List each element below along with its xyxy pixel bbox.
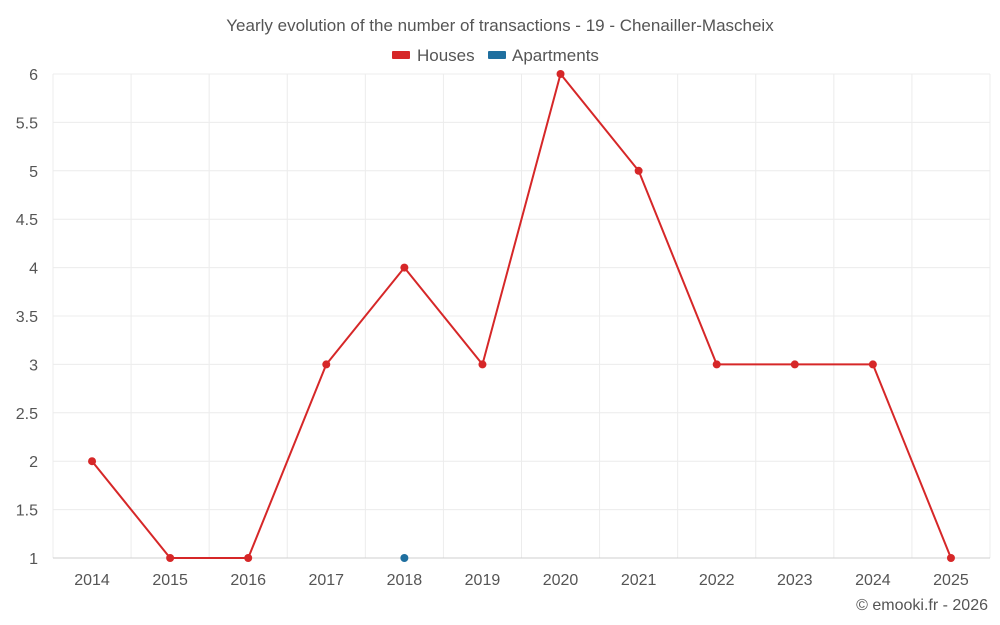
y-tick-label: 3.5: [16, 309, 38, 326]
y-axis-ticks: 1 1.5 2 2.5 3 3.5 4 4.5 5 5.5 6: [16, 67, 38, 568]
chart-title: Yearly evolution of the number of transa…: [226, 16, 774, 35]
x-tick-label: 2023: [777, 572, 813, 589]
y-tick-label: 4.5: [16, 212, 38, 229]
y-tick-label: 5.5: [16, 115, 38, 132]
data-point-houses-2024[interactable]: [868, 360, 877, 369]
x-tick-label: 2018: [387, 572, 423, 589]
data-point-houses-2014[interactable]: [88, 457, 97, 466]
x-tick-label: 2022: [699, 572, 735, 589]
x-tick-label: 2020: [543, 572, 579, 589]
data-point-houses-2023[interactable]: [790, 360, 799, 369]
legend: Houses Apartments: [392, 46, 599, 65]
legend-swatch-houses: [392, 51, 410, 59]
x-gridlines: [52, 74, 991, 558]
data-point-houses-2017[interactable]: [322, 360, 331, 369]
data-point-houses-2020[interactable]: [556, 70, 565, 78]
x-axis-ticks: 2014 2015 2016 2017 2018 2019 2020 2021 2022 2023…: [74, 572, 969, 589]
legend-item-apartments[interactable]: Apartments: [488, 46, 599, 65]
x-tick-label: 2015: [152, 572, 188, 589]
y-tick-label: 1.5: [16, 503, 38, 520]
data-point-houses-2015[interactable]: [166, 554, 175, 562]
x-tick-label: 2014: [74, 572, 110, 589]
x-tick-label: 2025: [933, 572, 969, 589]
y-tick-label: 1: [29, 551, 38, 568]
legend-item-houses[interactable]: Houses: [392, 46, 475, 65]
y-tick-label: 3: [29, 357, 38, 374]
data-point-houses-2021[interactable]: [634, 166, 643, 175]
legend-swatch-apartments: [488, 51, 506, 59]
data-point-houses-2016[interactable]: [244, 554, 253, 562]
x-tick-label: 2017: [308, 572, 344, 589]
x-tick-label: 2021: [621, 572, 657, 589]
y-tick-label: 6: [29, 67, 38, 84]
data-point-houses-2019[interactable]: [478, 360, 487, 369]
y-tick-label: 5: [29, 164, 38, 181]
y-tick-label: 2.5: [16, 406, 38, 423]
x-tick-label: 2024: [855, 572, 891, 589]
series-layer: [88, 70, 955, 562]
series-line-houses: [91, 73, 952, 559]
data-point-apartments-2018[interactable]: [400, 554, 409, 562]
y-tick-label: 4: [29, 261, 38, 278]
credit-text: © emooki.fr - 2026: [856, 597, 988, 614]
data-point-houses-2022[interactable]: [712, 360, 721, 369]
data-point-houses-2018[interactable]: [400, 263, 409, 272]
x-tick-label: 2016: [230, 572, 266, 589]
legend-label-apartments: Apartments: [512, 46, 599, 65]
data-point-houses-2025[interactable]: [946, 554, 955, 562]
x-tick-label: 2019: [465, 572, 501, 589]
legend-label-houses: Houses: [417, 46, 475, 65]
y-tick-label: 2: [29, 454, 38, 471]
